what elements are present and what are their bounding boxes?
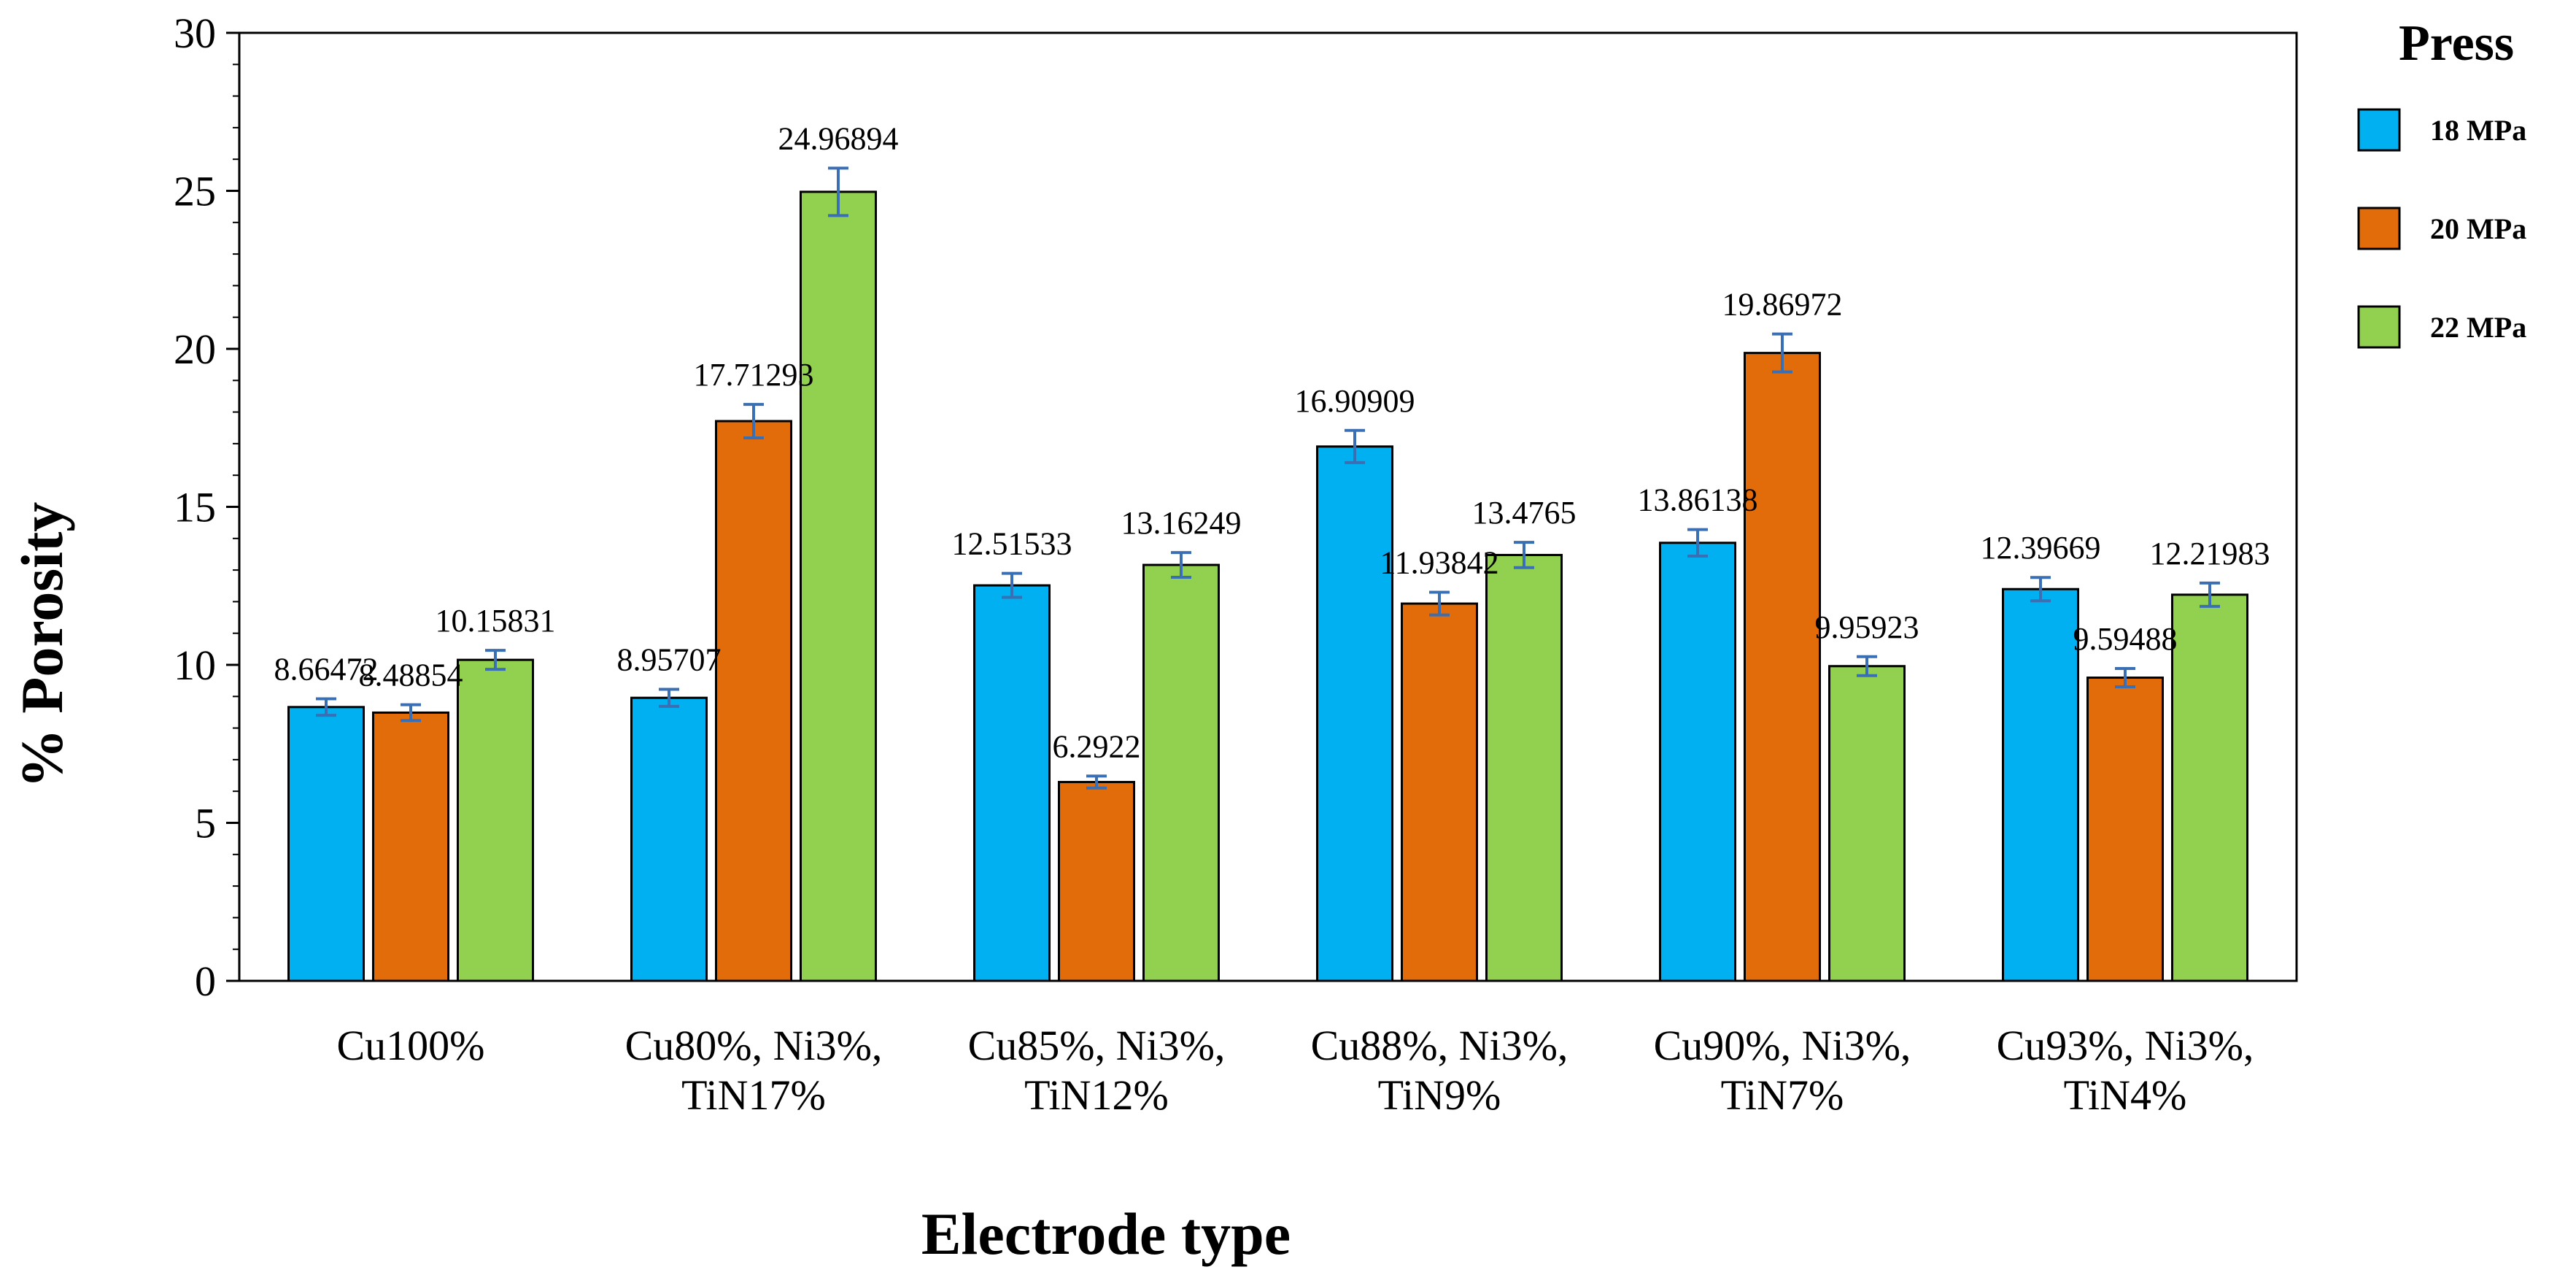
data-label: 13.86138	[1638, 482, 1758, 518]
bar	[1744, 352, 1821, 982]
plot-frame	[238, 31, 2298, 982]
x-category-label: TiN4%	[2064, 1071, 2187, 1119]
bar	[1401, 602, 1478, 982]
data-label: 19.86972	[1722, 287, 1843, 323]
x-category-label: Cu93%, Ni3%,	[1997, 1022, 2254, 1069]
y-tick-label: 10	[174, 642, 216, 689]
x-category-label: TiN9%	[1378, 1071, 1501, 1119]
y-tick-label: 30	[174, 9, 216, 57]
bar	[1659, 542, 1736, 982]
y-tick-label: 20	[174, 325, 216, 373]
data-label: 16.90909	[1295, 383, 1415, 419]
x-category-label: TiN12%	[1024, 1071, 1169, 1119]
bar	[1142, 563, 1220, 982]
x-axis-title: Electrode type	[921, 1201, 1291, 1267]
data-label: 17.71293	[694, 357, 814, 393]
data-label: 12.39669	[1981, 530, 2101, 566]
data-label: 11.93842	[1380, 544, 1498, 580]
bar	[1316, 445, 1393, 982]
x-category-label: Cu90%, Ni3%,	[1654, 1022, 1911, 1069]
data-label: 8.48854	[359, 658, 463, 693]
x-category-label: Cu100%	[337, 1022, 485, 1069]
data-label: 12.21983	[2150, 536, 2270, 571]
data-label: 12.51533	[952, 526, 1072, 562]
data-label: 9.59488	[2073, 621, 2178, 657]
legend-swatch	[2357, 108, 2401, 152]
legend-label: 18 MPa	[2430, 114, 2526, 147]
data-label: 8.66472	[274, 652, 379, 687]
bar	[630, 696, 708, 982]
bar	[1828, 665, 1906, 982]
bar	[372, 711, 449, 982]
x-category-label: Cu85%, Ni3%,	[968, 1022, 1226, 1069]
bar	[2002, 587, 2079, 982]
y-axis-title: % Porosity	[9, 502, 75, 789]
data-label: 10.15831	[436, 603, 556, 639]
data-label: 9.95923	[1815, 609, 1919, 645]
data-label: 8.95707	[617, 642, 722, 677]
x-category-label: Cu80%, Ni3%,	[625, 1022, 883, 1069]
legend-swatch	[2357, 207, 2401, 250]
legend-label: 20 MPa	[2430, 212, 2526, 245]
x-category-label: TiN17%	[681, 1071, 826, 1119]
data-label: 6.2922	[1053, 728, 1141, 764]
data-label: 13.4765	[1472, 495, 1577, 531]
bar	[800, 190, 877, 982]
x-category-label: Cu88%, Ni3%,	[1311, 1022, 1569, 1069]
data-label: 13.16249	[1121, 505, 1242, 541]
data-label: 24.96894	[778, 120, 899, 156]
legend-title: Press	[2399, 15, 2514, 72]
bar	[457, 658, 534, 982]
bar	[1058, 781, 1135, 982]
legend-label: 22 MPa	[2430, 311, 2526, 344]
y-tick-label: 25	[174, 168, 216, 215]
bar	[2171, 593, 2248, 982]
bar	[287, 706, 365, 982]
y-tick-label: 0	[195, 958, 216, 1005]
y-tick-label: 5	[195, 800, 216, 847]
bar	[1485, 553, 1563, 982]
x-category-label: TiN7%	[1721, 1071, 1844, 1119]
legend-swatch	[2357, 305, 2401, 349]
bar	[2086, 677, 2164, 982]
y-tick-label: 15	[174, 484, 216, 531]
bar	[973, 584, 1051, 982]
bar	[715, 420, 792, 982]
